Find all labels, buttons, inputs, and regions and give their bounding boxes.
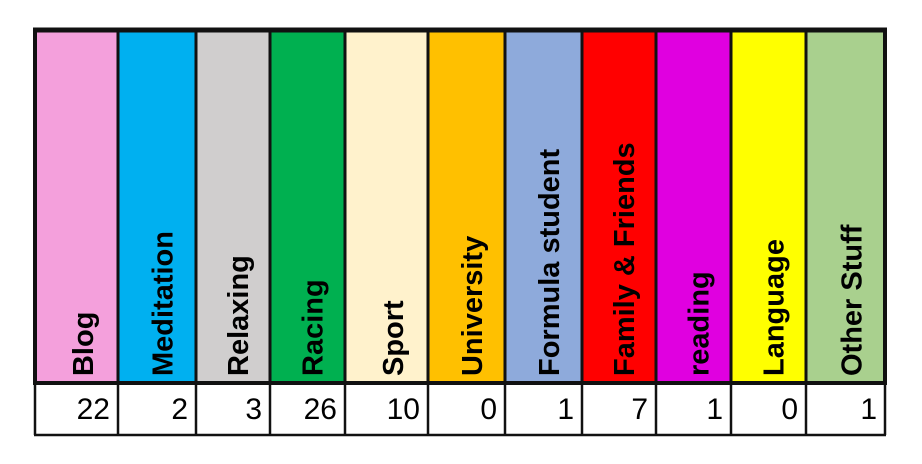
column-label: Sport <box>378 300 410 376</box>
count-value: 0 <box>480 393 497 426</box>
column-label: reading <box>684 271 716 376</box>
column-label: University <box>457 236 489 376</box>
count-value: 1 <box>860 393 877 426</box>
column-label: Family & Friends <box>609 142 641 376</box>
count-value: 0 <box>781 393 798 426</box>
count-value: 3 <box>245 393 262 426</box>
count-value: 1 <box>557 393 574 426</box>
header-cell <box>656 30 731 383</box>
header-cell <box>806 30 885 383</box>
header-cell <box>731 30 806 383</box>
header-cell <box>35 30 118 383</box>
header-cell <box>270 30 345 383</box>
count-value: 22 <box>77 393 110 426</box>
column-label: Other Stuff <box>836 224 868 376</box>
column-label: Formula student <box>534 148 566 376</box>
header-cell <box>428 30 505 383</box>
header-cell <box>345 30 428 383</box>
count-value: 7 <box>631 393 648 426</box>
header-cell <box>196 30 270 383</box>
count-value: 2 <box>171 393 188 426</box>
count-value: 10 <box>387 393 420 426</box>
header-cell <box>118 30 196 383</box>
header-cell <box>505 30 582 383</box>
column-label: Blog <box>68 312 100 376</box>
count-value: 26 <box>304 393 337 426</box>
column-label: Meditation <box>148 231 180 376</box>
column-label: Language <box>759 239 791 376</box>
column-label: Relaxing <box>223 255 255 376</box>
column-label: Racing <box>298 279 330 376</box>
count-value: 1 <box>706 393 723 426</box>
header-cell <box>582 30 656 383</box>
